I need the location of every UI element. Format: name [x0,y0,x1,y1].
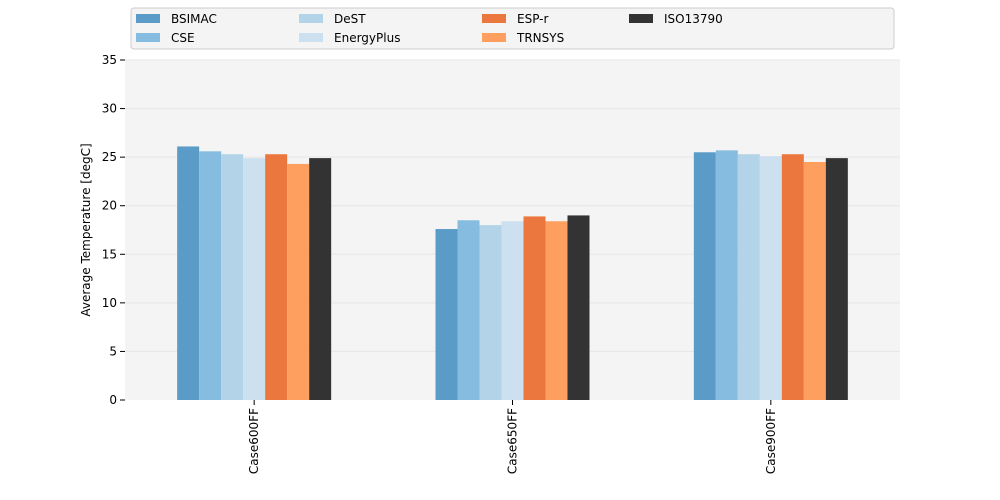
legend-label: ESP-r [517,12,549,26]
y-tick-label: 15 [102,247,117,261]
bar [287,163,310,400]
bar [545,221,568,400]
bar [759,156,782,400]
bar [825,158,848,400]
bar [221,154,244,400]
y-axis: 0 5 10 15 20 25 30 35 [102,53,125,407]
bar [781,154,804,400]
bar [435,229,458,400]
y-tick-label: 20 [102,199,117,213]
legend-label: BSIMAC [171,12,217,26]
legend-swatch [299,14,323,23]
legend-label: TRNSYS [516,31,564,45]
legend-label: ISO13790 [664,12,723,26]
bar [177,146,200,400]
legend-label: EnergyPlus [334,31,400,45]
bars [177,146,848,400]
x-tick-label: Case650FF [506,408,520,474]
legend-swatch [136,33,160,42]
bar [479,225,502,400]
x-tick-label: Case900FF [764,408,778,474]
y-tick-label: 0 [109,393,117,407]
bar [715,150,738,400]
y-tick-label: 25 [102,150,117,164]
bar [803,162,826,400]
legend-swatch [482,33,506,42]
bar [309,158,332,400]
x-tick-label: Case600FF [247,408,261,474]
y-tick-label: 30 [102,102,117,116]
legend-swatch [136,14,160,23]
x-axis: Case600FF Case650FF Case900FF [247,400,778,474]
y-tick-label: 5 [109,344,117,358]
legend-swatch [482,14,506,23]
y-tick-label: 10 [102,296,117,310]
bar [501,221,524,400]
legend-swatch [299,33,323,42]
bar [265,154,288,400]
bar [457,220,480,400]
legend-box [130,7,895,50]
y-axis-title: Average Temperature [degC] [79,143,93,316]
bar [693,152,716,400]
legend: BSIMAC CSE DeST EnergyPlus ESP-r TRNSYS ISO137… [130,7,895,50]
legend-label: DeST [334,12,366,26]
y-tick-label: 35 [102,53,117,67]
bar [199,151,222,400]
legend-swatch [629,14,653,23]
bar [567,215,590,400]
bar [243,158,266,400]
bar [737,154,760,400]
bar [523,216,546,400]
legend-label: CSE [171,31,195,45]
